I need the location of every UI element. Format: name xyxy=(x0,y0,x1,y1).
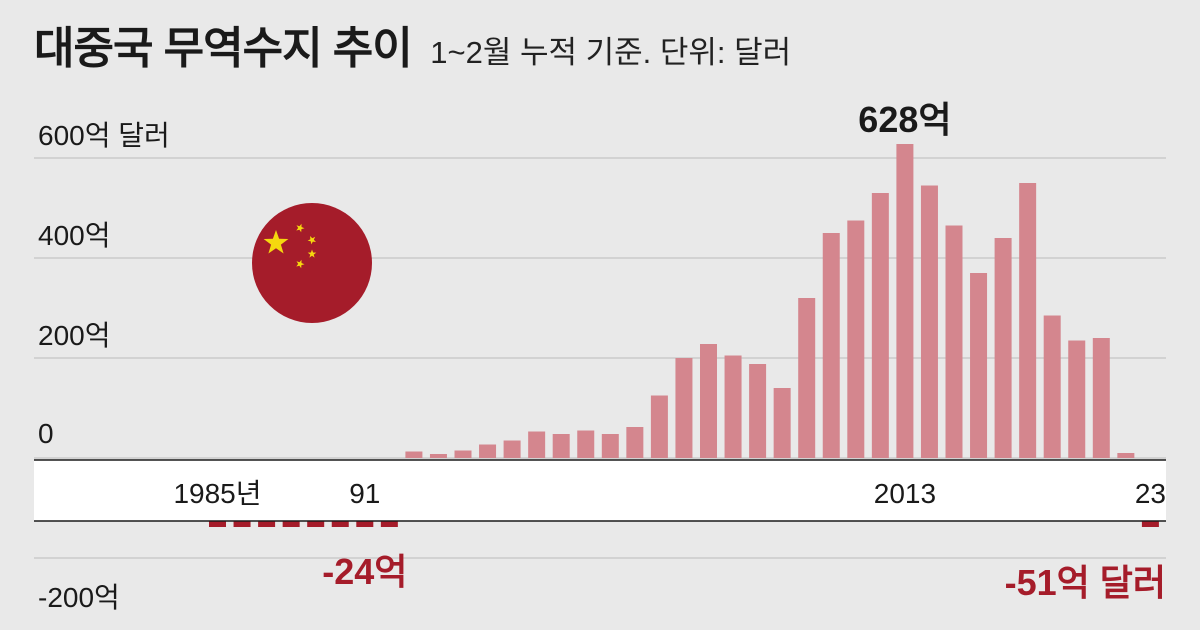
bar xyxy=(405,451,423,458)
x-tick-label: 23 xyxy=(1135,478,1166,509)
flag-small-star xyxy=(296,259,305,269)
bar xyxy=(1068,340,1086,458)
bar xyxy=(724,355,742,458)
bar xyxy=(896,144,914,458)
bar xyxy=(970,273,988,458)
bar xyxy=(601,434,619,458)
annotation-label: 628억 xyxy=(858,99,951,140)
bar xyxy=(429,454,447,458)
china-flag-icon xyxy=(252,203,372,323)
bar xyxy=(356,519,374,527)
x-tick-label: 2013 xyxy=(874,478,936,509)
bar xyxy=(822,233,840,458)
bar xyxy=(1092,338,1110,458)
bar xyxy=(1117,453,1135,458)
y-tick-label: -200억 xyxy=(38,582,120,613)
flag-big-star xyxy=(263,230,289,254)
bar xyxy=(847,220,865,458)
bar xyxy=(920,185,938,458)
bar xyxy=(479,444,497,458)
bar xyxy=(945,225,963,458)
bar xyxy=(307,519,325,527)
x-axis-band xyxy=(34,460,1166,521)
chart-header: 대중국 무역수지 추이 1~2월 누적 기준. 단위: 달러 xyxy=(34,12,791,76)
bar xyxy=(503,440,521,458)
bar xyxy=(994,238,1012,458)
bar xyxy=(798,298,816,458)
bar xyxy=(700,344,717,458)
bar xyxy=(331,519,349,527)
bar xyxy=(209,519,226,527)
bar xyxy=(626,427,644,458)
bar xyxy=(258,519,276,527)
y-tick-label: 600억 달러 xyxy=(38,120,170,151)
chart-subtitle: 1~2월 누적 기준. 단위: 달러 xyxy=(430,35,792,70)
bar xyxy=(380,519,398,527)
bar xyxy=(528,431,546,458)
bar xyxy=(454,450,472,458)
flag-small-star xyxy=(307,236,316,245)
bar xyxy=(577,430,595,458)
bar xyxy=(650,395,668,458)
y-tick-label: 0 xyxy=(38,418,54,449)
bar xyxy=(749,364,767,458)
bar xyxy=(871,193,889,458)
bar xyxy=(233,519,251,527)
bar xyxy=(552,434,570,458)
flag-disc xyxy=(252,203,372,323)
bar xyxy=(1043,315,1061,458)
y-tick-label: 200억 xyxy=(38,320,110,351)
y-tick-label: 400억 xyxy=(38,220,110,251)
x-tick-label: 1985년 xyxy=(173,478,261,509)
chart-title: 대중국 무역수지 추이 xyxy=(34,24,413,73)
flag-small-star xyxy=(307,249,317,258)
x-tick-label: 91 xyxy=(349,478,380,509)
bar xyxy=(1019,183,1037,458)
bar xyxy=(282,519,300,527)
bar xyxy=(773,388,791,458)
annotation-label: -51억 달러 xyxy=(1005,562,1166,603)
bar xyxy=(675,358,693,458)
flag-small-star xyxy=(296,223,305,233)
bar xyxy=(1141,519,1159,527)
annotation-label: -24억 xyxy=(322,551,407,592)
